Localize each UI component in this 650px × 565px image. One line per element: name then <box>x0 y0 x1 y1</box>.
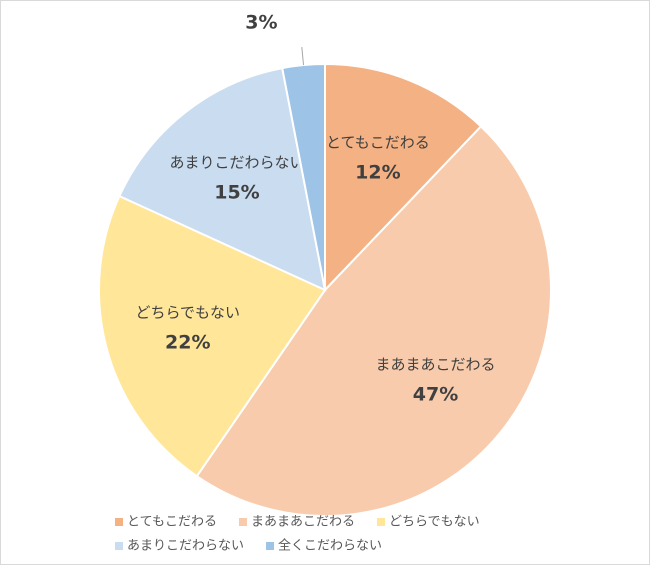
legend-label: 全くこだわらない <box>278 538 382 554</box>
pie-slice <box>98 194 327 478</box>
slice-value-label: 22% <box>165 331 210 353</box>
slice-value-label: 3% <box>245 12 277 34</box>
slice-value-label: 12% <box>355 161 400 183</box>
pie-slice <box>195 125 552 517</box>
slice-category-label: あまりこだわらない <box>169 154 304 172</box>
slice-category-label: とてもこだわる <box>326 133 430 151</box>
legend-swatch <box>376 518 385 526</box>
legend-label: どちらでもない <box>389 515 480 530</box>
slice-value-label: 15% <box>214 182 259 204</box>
slice-category-label: どちらでもない <box>135 303 240 321</box>
pie-slice <box>324 62 483 293</box>
legend-label: まあまあこだわる <box>251 515 355 530</box>
slice-category-label: 全くこだわらない <box>201 0 321 2</box>
pie-slice <box>118 66 327 292</box>
legend-swatch <box>238 518 247 526</box>
legend-swatch <box>266 542 275 550</box>
legend-swatch <box>115 542 123 550</box>
legend-label: とてもこだわる <box>127 515 217 530</box>
leader-line <box>301 47 305 66</box>
legend-swatch <box>115 518 123 526</box>
slice-value-label: 47% <box>413 383 458 405</box>
slice-category-label: まあまあこだわる <box>375 355 495 373</box>
legend-label: あまりこだわらない <box>127 539 244 554</box>
